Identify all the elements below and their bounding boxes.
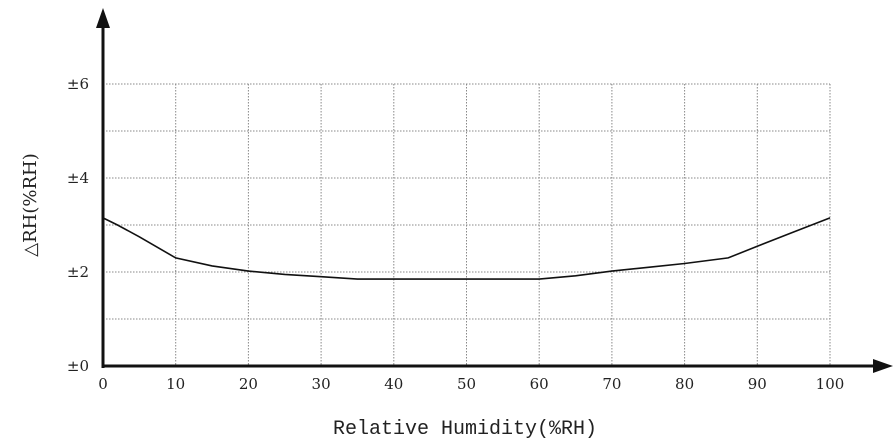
series-line [102, 217, 831, 280]
x-tick-label: 90 [748, 375, 767, 393]
x-tick-label: 20 [239, 375, 258, 393]
x-tick-label: 50 [457, 375, 476, 393]
x-tick-label: 70 [602, 375, 621, 393]
x-tick-label: 80 [675, 375, 694, 393]
x-tick-label: 0 [98, 375, 108, 393]
y-tick-label: ±2 [67, 263, 89, 281]
y-tick-label: ±6 [67, 75, 89, 93]
x-tick-label: 100 [816, 375, 845, 393]
y-tick-labels: ±0 ±2 ±4 ±6 [67, 75, 89, 375]
y-tick-label: ±4 [67, 169, 89, 187]
x-tick-label: 30 [312, 375, 331, 393]
y-tick-label: ±0 [67, 357, 89, 375]
axes [96, 8, 893, 373]
x-tick-label: 40 [384, 375, 403, 393]
x-tick-labels: 0 10 20 30 40 50 60 70 80 90 100 [98, 375, 844, 393]
x-tick-label: 10 [166, 375, 185, 393]
y-axis-arrow [96, 8, 110, 28]
x-axis-title: Relative Humidity(%RH) [333, 418, 597, 441]
grid [103, 83, 831, 366]
y-axis-title: △RH(%RH) [20, 153, 41, 257]
x-axis-arrow [873, 359, 893, 373]
x-tick-label: 60 [530, 375, 549, 393]
